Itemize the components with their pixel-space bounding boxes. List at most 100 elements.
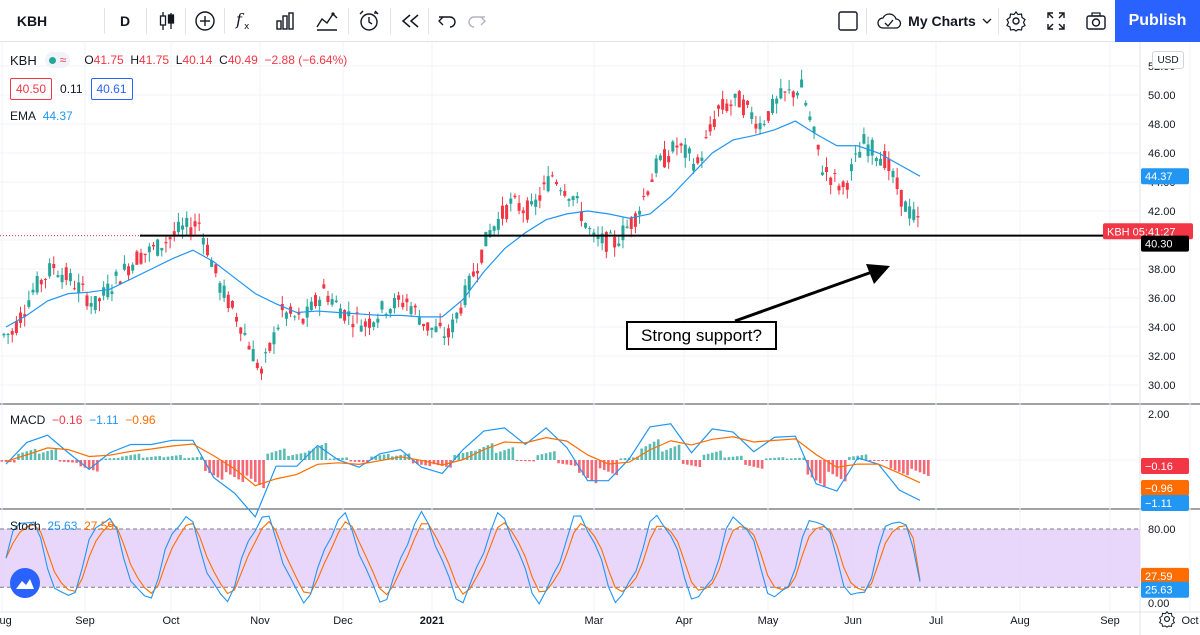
macd-hist-bar (528, 460, 531, 462)
macd-legend[interactable]: MACD −0.16 −1.11 −0.96 (10, 413, 156, 427)
macd-hist-bar (582, 460, 585, 476)
bar-style-icon[interactable] (154, 0, 180, 42)
macd-line (5, 423, 921, 519)
tradingview-logo-icon[interactable] (10, 568, 40, 598)
interval-button[interactable]: D (112, 0, 138, 42)
candle-body (14, 321, 18, 333)
macd-hist-bar (141, 457, 145, 460)
macd-hist-bar (249, 460, 253, 479)
replay-icon[interactable] (398, 0, 422, 42)
stoch-scale-label: 0.00 (1148, 598, 1169, 610)
publish-button[interactable]: Publish (1115, 0, 1200, 42)
redo-icon[interactable] (466, 0, 488, 42)
chart-canvas[interactable]: 52.0050.0048.0046.0044.0042.0040.0038.00… (0, 42, 1200, 635)
macd-hist-bar (515, 460, 519, 461)
annotation-arrow-head (866, 264, 890, 284)
candle-body (446, 328, 450, 338)
stoch-legend[interactable]: Stoch 25.63 27.59 (10, 519, 115, 533)
macd-hist-bar (744, 460, 747, 465)
candle-body (2, 333, 6, 336)
macd-hist-bar (440, 460, 444, 466)
macd-hist-bar (133, 454, 137, 460)
ema-legend[interactable]: EMA 44.37 (10, 109, 73, 123)
macd-hist-bar (748, 460, 751, 466)
candle-body (401, 302, 405, 308)
candle-body (779, 88, 783, 99)
candle-body (567, 199, 571, 201)
macd-hist-bar (457, 454, 461, 460)
macd-hist-bar (241, 460, 245, 482)
candle-body (77, 282, 81, 293)
macd-hist-bar (918, 460, 922, 473)
macd-hist-bar (852, 456, 855, 460)
candle-body (222, 285, 226, 298)
layout-square-icon[interactable] (836, 0, 860, 42)
spread-value: 0.11 (60, 82, 83, 96)
camera-icon[interactable] (1084, 0, 1108, 42)
macd-hist-bar (511, 447, 515, 460)
candle-body (264, 352, 268, 354)
annotation-callout[interactable]: Strong support? (626, 321, 777, 350)
time-axis[interactable]: Aug Sep Oct Nov Dec 2021 Mar Apr May Jun Jul Aug Sep… (0, 615, 1199, 627)
time-axis-label: Nov (250, 615, 270, 627)
symbol-search-button[interactable]: KBH (12, 0, 52, 42)
financials-icon[interactable] (272, 0, 298, 42)
price-scale[interactable]: 52.0050.0048.0046.0044.0042.0040.0038.00… (1103, 61, 1193, 610)
macd-hist-bar (349, 460, 353, 462)
candle-body (442, 336, 446, 338)
stoch-k-line (5, 510, 921, 605)
candle-body (862, 134, 866, 144)
macd-hist-bar (108, 458, 112, 460)
macd-hist-bar (490, 443, 494, 460)
candle-body (795, 92, 799, 96)
settings-icon[interactable] (1004, 0, 1028, 42)
macd-hist-bar (183, 458, 186, 460)
ask-price[interactable]: 40.61 (90, 78, 133, 100)
macd-hist-bar (374, 455, 378, 460)
candle-body (559, 190, 563, 192)
scale-settings-icon[interactable] (1158, 610, 1176, 628)
macd-hist-bar (299, 453, 303, 460)
my-charts-button[interactable]: My Charts (874, 0, 994, 42)
bid-price[interactable]: 40.50 (10, 78, 53, 100)
candle-body (239, 327, 243, 334)
chart-area[interactable]: 52.0050.0048.0046.0044.0042.0040.0038.00… (0, 42, 1200, 635)
candle-body (517, 203, 521, 211)
candle-body (438, 322, 442, 327)
macd-hist-bar (229, 460, 232, 475)
fullscreen-icon[interactable] (1044, 0, 1068, 42)
candle-body (584, 222, 588, 228)
macd-hist-bar (175, 455, 178, 460)
templates-icon[interactable] (313, 0, 341, 42)
macd-hist-bar (540, 454, 544, 460)
macd-hist-bar (71, 460, 74, 463)
candle-body (168, 237, 172, 240)
macd-hist-bar (170, 456, 174, 460)
ema-line (5, 120, 921, 328)
candle-body (181, 225, 185, 230)
candle-body (513, 195, 517, 198)
time-axis-label: Aug (1010, 615, 1030, 627)
candle-body (97, 298, 101, 302)
svg-text:f: f (235, 10, 245, 29)
macd-hist-bar (798, 457, 801, 460)
alert-icon[interactable] (356, 0, 382, 42)
candle-body (110, 291, 114, 295)
candle-body (135, 251, 139, 265)
macd-hist-bar (187, 457, 191, 460)
macd-hist-bar (312, 448, 315, 460)
macd-hist-bar (220, 460, 224, 480)
undo-icon[interactable] (436, 0, 458, 42)
macd-hist-bar (337, 458, 340, 460)
macd-hist-bar (594, 460, 598, 484)
candle-body (131, 264, 135, 271)
candle-body (60, 274, 64, 283)
legend-status-pill[interactable]: ≈ (44, 52, 71, 68)
compare-add-icon[interactable] (192, 0, 218, 42)
macd-hist-bar (191, 457, 195, 460)
candle-body (480, 249, 484, 263)
candle-body (363, 321, 367, 327)
currency-button[interactable]: USD (1152, 51, 1184, 69)
